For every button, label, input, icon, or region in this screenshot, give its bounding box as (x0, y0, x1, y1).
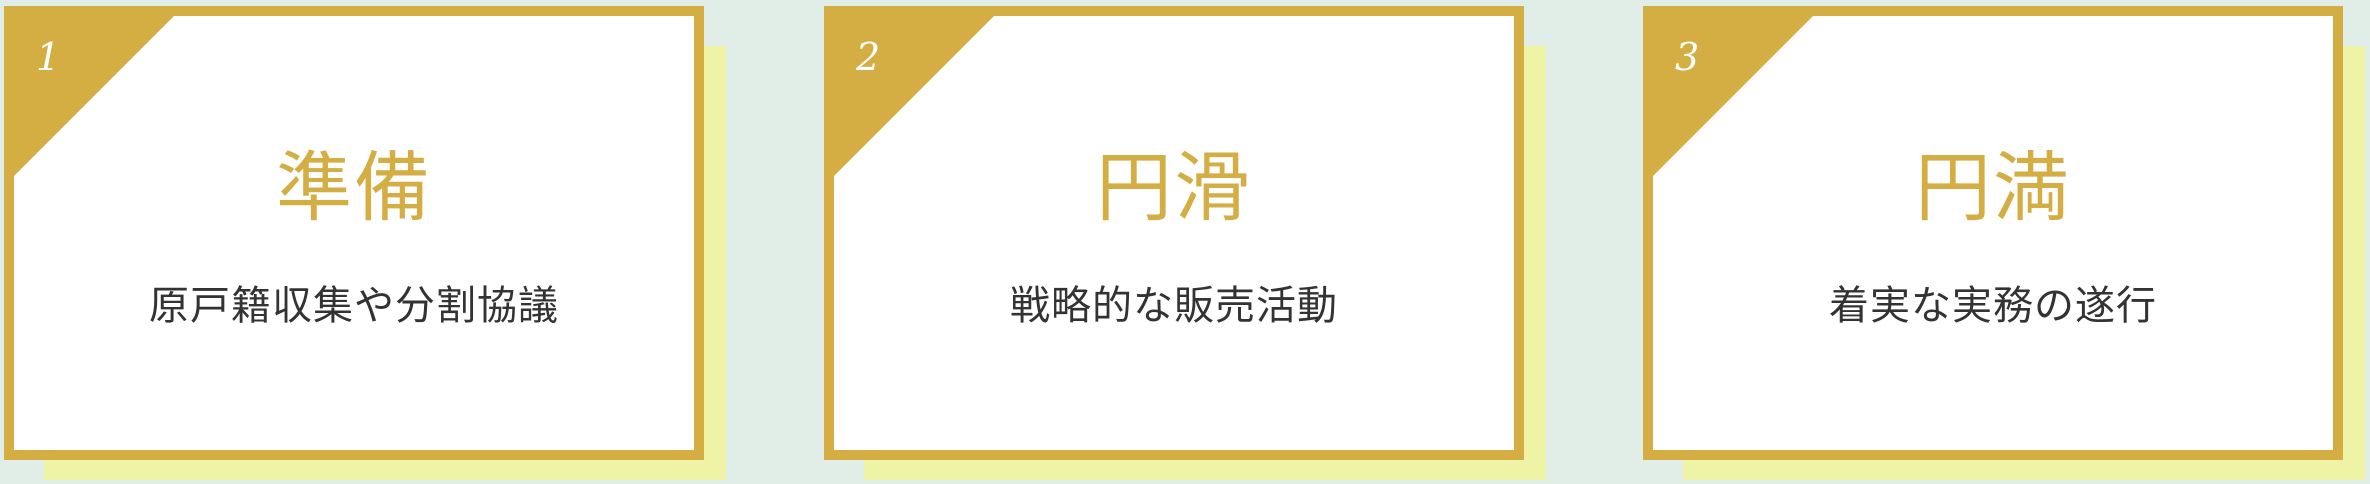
step-title: 円満 (1915, 143, 2071, 232)
step-card-1: 1 準備 原戸籍収集や分割協議 (4, 6, 726, 480)
step-title: 準備 (276, 143, 432, 232)
step-number: 3 (1675, 35, 1700, 79)
card-body: 2 円滑 戦略的な販売活動 (824, 6, 1524, 460)
step-number: 1 (36, 35, 61, 79)
step-card-2: 2 円滑 戦略的な販売活動 (824, 6, 1546, 480)
card-body: 1 準備 原戸籍収集や分割協議 (4, 6, 704, 460)
step-number: 2 (856, 35, 881, 79)
step-description: 戦略的な販売活動 (1010, 283, 1338, 329)
step-title: 円滑 (1096, 143, 1252, 232)
step-description: 原戸籍収集や分割協議 (149, 283, 559, 329)
card-body: 3 円満 着実な実務の遂行 (1643, 6, 2343, 460)
step-description: 着実な実務の遂行 (1829, 283, 2157, 329)
step-card-3: 3 円満 着実な実務の遂行 (1643, 6, 2365, 480)
